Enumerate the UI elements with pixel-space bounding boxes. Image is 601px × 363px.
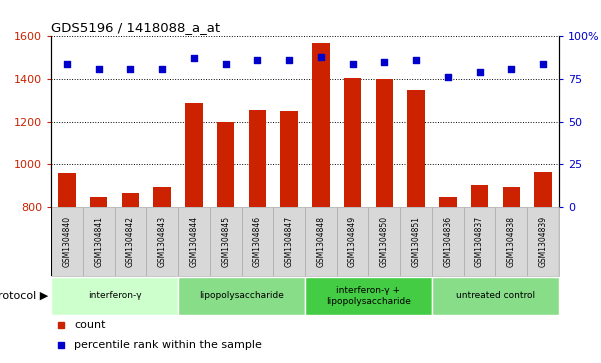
Bar: [122, 193, 139, 207]
Text: GSM1304840: GSM1304840: [63, 216, 72, 267]
Text: GSM1304842: GSM1304842: [126, 216, 135, 267]
Text: interferon-γ: interferon-γ: [88, 291, 141, 300]
Bar: [432, 207, 464, 276]
Point: [62, 61, 72, 66]
Bar: [249, 110, 266, 207]
Point: [507, 66, 516, 72]
Text: GSM1304850: GSM1304850: [380, 216, 389, 267]
Text: GSM1304844: GSM1304844: [189, 216, 198, 267]
Point: [380, 59, 389, 65]
Point: [221, 61, 230, 66]
Bar: [471, 184, 488, 207]
Text: percentile rank within the sample: percentile rank within the sample: [74, 340, 262, 350]
Bar: [464, 207, 495, 276]
Point: [126, 66, 135, 72]
Point: [157, 66, 167, 72]
Point: [411, 57, 421, 63]
Point: [443, 74, 453, 80]
Bar: [51, 277, 178, 315]
Text: interferon-γ +
lipopolysaccharide: interferon-γ + lipopolysaccharide: [326, 286, 411, 306]
Bar: [534, 172, 552, 207]
Bar: [400, 207, 432, 276]
Bar: [83, 207, 115, 276]
Bar: [527, 207, 559, 276]
Bar: [305, 277, 432, 315]
Text: GSM1304839: GSM1304839: [538, 216, 548, 267]
Text: GSM1304838: GSM1304838: [507, 216, 516, 267]
Point: [94, 66, 103, 72]
Bar: [210, 207, 242, 276]
Point: [538, 61, 548, 66]
Text: protocol ▶: protocol ▶: [0, 291, 48, 301]
Text: GSM1304849: GSM1304849: [348, 216, 357, 267]
Bar: [495, 207, 527, 276]
Text: count: count: [74, 320, 105, 330]
Text: GDS5196 / 1418088_a_at: GDS5196 / 1418088_a_at: [51, 21, 220, 34]
Bar: [217, 122, 234, 207]
Point: [252, 57, 262, 63]
Point: [189, 56, 199, 61]
Bar: [146, 207, 178, 276]
Text: GSM1304841: GSM1304841: [94, 216, 103, 267]
Bar: [273, 207, 305, 276]
Bar: [337, 207, 368, 276]
Bar: [368, 207, 400, 276]
Point: [316, 54, 326, 60]
Bar: [407, 90, 425, 207]
Bar: [242, 207, 273, 276]
Bar: [439, 197, 457, 207]
Point: [475, 69, 484, 75]
Bar: [185, 103, 203, 207]
Bar: [502, 187, 520, 207]
Bar: [178, 277, 305, 315]
Text: GSM1304837: GSM1304837: [475, 216, 484, 267]
Bar: [312, 43, 329, 207]
Bar: [344, 78, 361, 207]
Point: [284, 57, 294, 63]
Text: GSM1304845: GSM1304845: [221, 216, 230, 267]
Bar: [58, 173, 76, 207]
Bar: [432, 277, 559, 315]
Point: [348, 61, 358, 66]
Text: lipopolysaccharide: lipopolysaccharide: [199, 291, 284, 300]
Bar: [90, 197, 108, 207]
Bar: [153, 187, 171, 207]
Text: GSM1304843: GSM1304843: [157, 216, 166, 267]
Bar: [281, 110, 298, 207]
Text: GSM1304846: GSM1304846: [253, 216, 262, 267]
Bar: [305, 207, 337, 276]
Bar: [376, 79, 393, 207]
Bar: [115, 207, 146, 276]
Text: GSM1304848: GSM1304848: [316, 216, 325, 267]
Text: GSM1304847: GSM1304847: [285, 216, 294, 267]
Text: GSM1304851: GSM1304851: [412, 216, 421, 267]
Text: untreated control: untreated control: [456, 291, 535, 300]
Text: GSM1304836: GSM1304836: [444, 216, 453, 267]
Bar: [51, 207, 83, 276]
Bar: [178, 207, 210, 276]
